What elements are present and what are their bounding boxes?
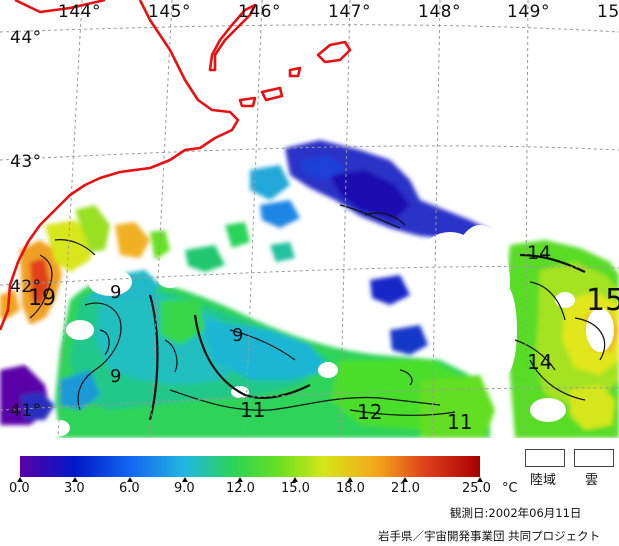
land-legend-swatch: [525, 449, 565, 467]
colorbar-gradient: [20, 456, 480, 477]
cloud-legend-swatch: [574, 449, 614, 467]
colorbar-ticks: [17, 477, 483, 482]
colorbar-tick-21: 21.0: [391, 481, 420, 496]
map-canvas: [0, 0, 619, 438]
longitude-label-145: 145°: [148, 2, 191, 22]
colorbar-tick-9: 9.0: [174, 481, 195, 496]
coastline: [0, 0, 352, 331]
longitude-label-146: 146°: [238, 2, 281, 22]
latitude-label-43: 43°: [10, 152, 42, 172]
observation-date: 観測日:2002年06月11日: [450, 506, 582, 520]
colorbar-tick-6: 6.0: [119, 481, 140, 496]
longitude-label-150: 15: [597, 2, 619, 22]
longitude-label-149: 149°: [507, 2, 550, 22]
contour-label-11-b: 11: [447, 410, 473, 434]
contour-label-11-a: 11: [240, 398, 266, 422]
longitude-label-144: 144°: [58, 2, 101, 22]
cloud-masks: [0, 0, 619, 436]
sea-surface-temperature-map: 144° 145° 146° 147° 148° 149° 15 44° 43°…: [0, 0, 619, 438]
contour-label-15: 15: [586, 283, 619, 318]
colorbar-tick-18: 18.0: [336, 481, 365, 496]
colorbar-unit: °C: [502, 481, 518, 496]
contour-label-19: 19: [28, 286, 56, 311]
colorbar-tick-0: 0.0: [9, 481, 30, 496]
contour-label-9-b: 9: [232, 325, 244, 346]
credit-line: 岩手県／宇宙開発事業団 共同プロジェクト: [378, 529, 601, 543]
contour-label-14-north: 14: [527, 242, 552, 264]
contour-label-12: 12: [357, 400, 383, 424]
contour-label-9-a: 9: [110, 282, 122, 303]
longitude-label-147: 147°: [328, 2, 371, 22]
colorbar-tick-15: 15.0: [281, 481, 310, 496]
land-legend-label: 陸域: [530, 473, 557, 488]
latitude-label-41: 41°: [10, 401, 42, 421]
contour-label-14-south: 14: [527, 350, 553, 374]
colorbar-tick-3: 3.0: [64, 481, 85, 496]
colorbar-tick-12: 12.0: [226, 481, 255, 496]
longitude-label-148: 148°: [418, 2, 461, 22]
latitude-label-42: 42°: [10, 277, 42, 297]
colorbar: [17, 456, 483, 482]
contour-label-9-c: 9: [110, 366, 122, 387]
cloud-legend-label: 雲: [585, 473, 599, 488]
graticule: [0, 0, 619, 438]
latitude-label-44: 44°: [10, 28, 42, 48]
colorbar-tick-25: 25.0: [462, 481, 491, 496]
